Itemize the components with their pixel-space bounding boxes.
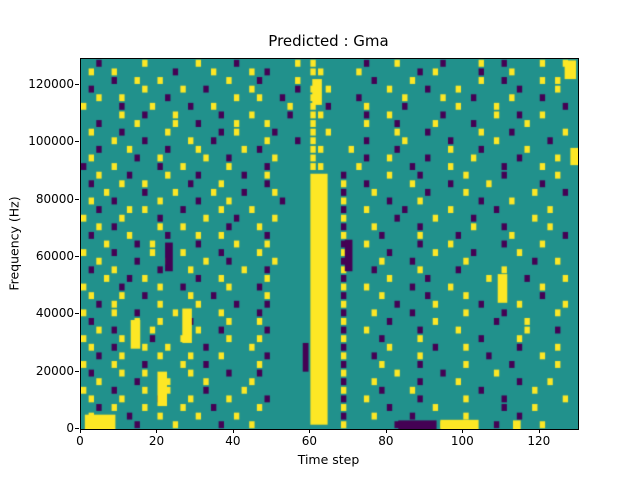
y-tick-mark	[75, 428, 79, 429]
x-tick-mark	[232, 429, 234, 433]
x-tick-mark	[309, 429, 311, 433]
y-tick-mark	[75, 313, 79, 315]
y-tick-label: 80000	[35, 191, 74, 206]
y-axis-label: Frequency (Hz)	[6, 196, 22, 291]
x-tick-label: 0	[76, 434, 84, 448]
x-tick-label: 20	[148, 434, 165, 448]
y-tick-mark	[75, 370, 79, 372]
x-tick-mark	[538, 429, 540, 433]
heatmap-canvas	[81, 59, 578, 429]
x-tick-mark	[462, 429, 464, 433]
y-tick-label: 120000	[28, 76, 74, 91]
x-tick-label: 100	[450, 434, 474, 448]
x-tick-mark	[156, 429, 158, 433]
y-tick-mark	[75, 83, 79, 85]
x-tick-label: 80	[378, 434, 394, 448]
x-tick-mark	[80, 429, 81, 433]
y-tick-label: 0	[66, 421, 74, 435]
plot-area	[80, 58, 579, 430]
y-tick-label: 100000	[28, 134, 74, 149]
y-tick-mark	[75, 141, 79, 143]
chart-title: Predicted : Gma	[268, 32, 389, 50]
y-tick-label: 20000	[35, 363, 74, 378]
x-tick-label: 120	[527, 434, 551, 448]
y-tick-label: 60000	[35, 248, 74, 263]
x-axis-label: Time step	[297, 452, 360, 467]
y-tick-mark	[75, 255, 79, 257]
x-tick-mark	[385, 429, 387, 433]
x-tick-label: 40	[225, 434, 241, 448]
y-tick-label: 40000	[35, 306, 74, 321]
x-tick-label: 60	[301, 434, 318, 448]
y-tick-mark	[75, 198, 79, 200]
